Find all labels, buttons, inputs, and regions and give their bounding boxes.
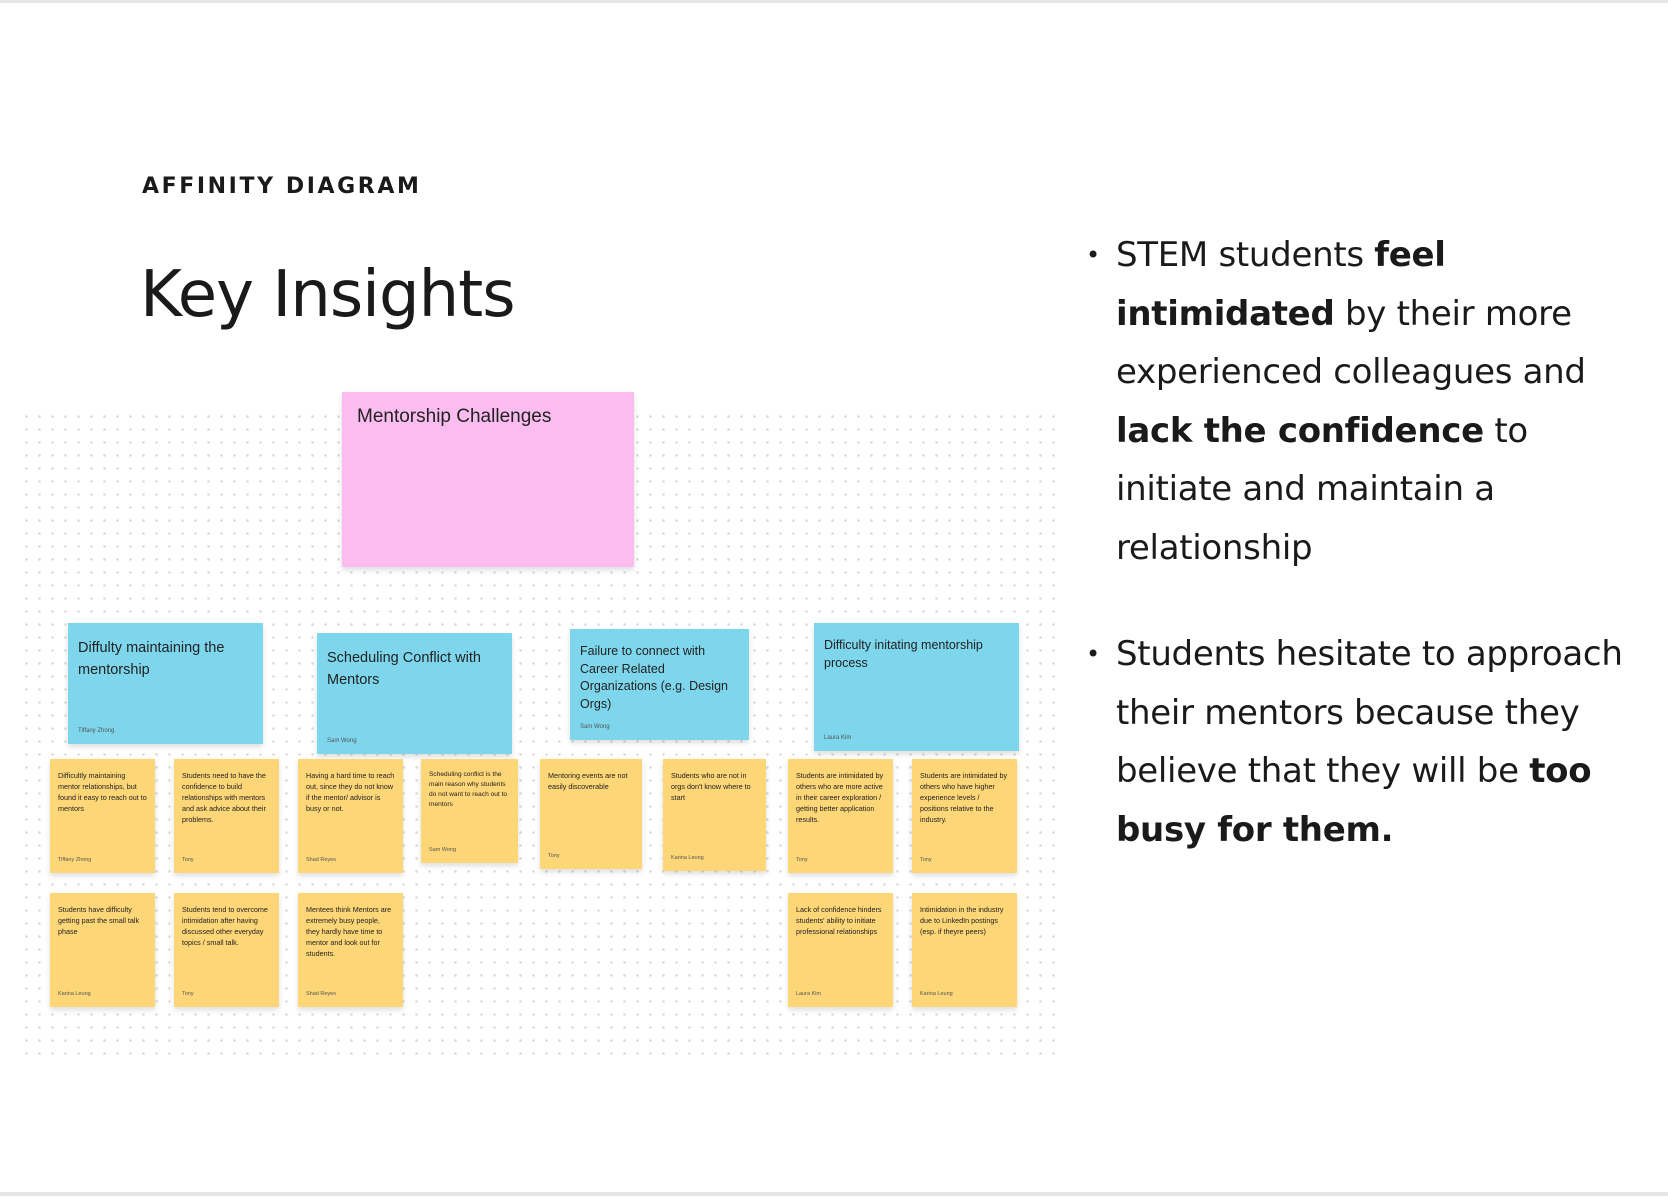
category-note-text: Scheduling Conflict with Mentors <box>327 650 481 688</box>
sticky-note-author: Sam Wong <box>429 847 457 853</box>
sticky-note-text: Lack of confidence hinders students' abi… <box>796 905 882 936</box>
category-note-career-orgs: Failure to connect with Career Related O… <box>570 629 749 740</box>
sticky-note-author: Tony <box>796 857 808 863</box>
insight-emphasis: feel intimidated <box>1116 235 1446 334</box>
root-note: Mentorship Challenges <box>342 392 634 567</box>
sticky-note: Mentoring events are not easily discover… <box>540 759 642 869</box>
sticky-note: Intimidation in the industry due to Link… <box>912 893 1017 1007</box>
category-note-author: Laura Kim <box>824 735 852 741</box>
insight-text: STEM students <box>1116 235 1375 275</box>
top-border <box>0 0 1668 3</box>
category-note-author: Tiffany Zhong <box>78 728 115 734</box>
sticky-note: Mentees think Mentors are extremely busy… <box>298 893 403 1007</box>
root-note-text: Mentorship Challenges <box>357 406 552 427</box>
sticky-note-text: Difficultly maintaining mentor relations… <box>58 771 147 813</box>
sticky-note: Students need to have the confidence to … <box>174 759 279 873</box>
sticky-note-text: Students are intimidated by others who a… <box>796 771 884 824</box>
insight-emphasis: lack the confidence <box>1116 410 1484 451</box>
sticky-note-author: Laura Kim <box>796 991 822 997</box>
page-title: Key Insights <box>140 258 516 332</box>
bottom-border <box>0 1192 1668 1196</box>
sticky-note-author: Karina Leung <box>920 991 953 997</box>
insight-item-busy-mentors: Students hesitate to approach their ment… <box>1086 625 1648 859</box>
category-note-author: Sam Wong <box>327 738 357 744</box>
sticky-note-text: Students who are not in orgs don't know … <box>671 771 751 802</box>
sticky-note: Lack of confidence hinders students' abi… <box>788 893 893 1007</box>
insight-emphasis: too busy for them. <box>1116 751 1592 850</box>
sticky-note: Students are intimidated by others who h… <box>912 759 1017 873</box>
sticky-note-text: Mentees think Mentors are extremely busy… <box>306 905 392 958</box>
sticky-note: Difficultly maintaining mentor relations… <box>50 759 155 873</box>
sticky-note-text: Students have difficulty getting past th… <box>58 905 140 936</box>
category-note-initiating: Difficulty initating mentorship process … <box>814 623 1019 751</box>
sticky-note-author: Tony <box>548 853 560 859</box>
category-note-text: Failure to connect with Career Related O… <box>580 644 728 711</box>
sticky-note-author: Tony <box>920 857 932 863</box>
sticky-note-author: Karina Leung <box>671 855 704 861</box>
sticky-note-author: Karina Leung <box>58 991 91 997</box>
category-note-text: Diffulty maintaining the mentorship <box>78 640 225 678</box>
category-note-scheduling: Scheduling Conflict with Mentors Sam Won… <box>317 633 512 754</box>
insight-text: by their more experienced colleagues and <box>1116 293 1586 393</box>
sticky-note: Students tend to overcome intimidation a… <box>174 893 279 1007</box>
insight-text: Students hesitate to approach their ment… <box>1116 634 1623 791</box>
sticky-note: Students have difficulty getting past th… <box>50 893 155 1007</box>
sticky-note-author: Tiffany Zhong <box>58 857 92 863</box>
sticky-note-text: Students are intimidated by others who h… <box>920 771 1008 824</box>
insight-text: to initiate and maintain a relationship <box>1116 410 1528 568</box>
insights-list: STEM students feel intimidated by their … <box>1086 226 1648 859</box>
section-eyebrow: AFFINITY DIAGRAM <box>142 174 422 199</box>
insight-item-confidence: STEM students feel intimidated by their … <box>1086 226 1648 577</box>
sticky-note-author: Shad Reyes <box>306 857 336 863</box>
sticky-note-author: Shad Reyes <box>306 991 336 997</box>
sticky-note-author: Tony <box>182 857 194 863</box>
sticky-note-author: Tony <box>182 991 194 997</box>
sticky-note-text: Scheduling conflict is the main reason w… <box>429 771 508 808</box>
category-note-maintaining: Diffulty maintaining the mentorship Tiff… <box>68 623 263 744</box>
category-note-author: Sam Wong <box>580 724 610 730</box>
sticky-note: Scheduling conflict is the main reason w… <box>421 759 518 863</box>
sticky-note: Students who are not in orgs don't know … <box>663 759 766 871</box>
sticky-note-text: Students need to have the confidence to … <box>182 771 266 824</box>
sticky-note: Students are intimidated by others who a… <box>788 759 893 873</box>
sticky-note-text: Mentoring events are not easily discover… <box>548 771 628 791</box>
sticky-note: Having a hard time to reach out, since t… <box>298 759 403 873</box>
sticky-note-text: Intimidation in the industry due to Link… <box>920 905 1004 936</box>
sticky-note-text: Having a hard time to reach out, since t… <box>306 771 395 813</box>
sticky-note-text: Students tend to overcome intimidation a… <box>182 905 268 947</box>
category-note-text: Difficulty initating mentorship process <box>824 638 983 670</box>
